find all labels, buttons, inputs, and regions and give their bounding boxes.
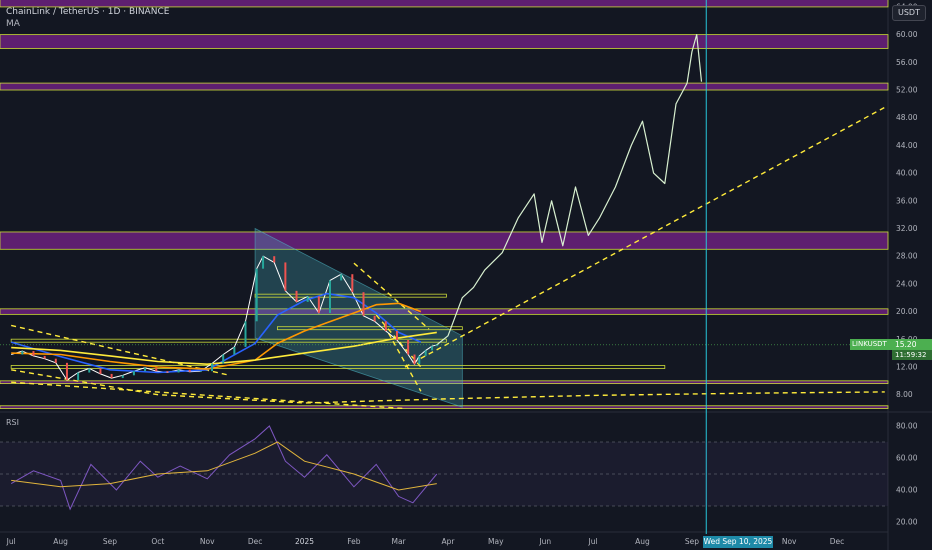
- time-axis-tick: Nov: [782, 537, 797, 546]
- price-axis-tick: 48.00: [896, 113, 918, 122]
- price-axis-tick: 32.00: [896, 224, 918, 233]
- time-axis-tick: Feb: [347, 537, 361, 546]
- rsi-pane-label[interactable]: RSI: [6, 418, 19, 427]
- time-axis-tick: Nov: [200, 537, 215, 546]
- price-tag-value: 15.20: [892, 339, 932, 350]
- time-axis-tick: Apr: [441, 537, 455, 546]
- price-axis-tick: 28.00: [896, 252, 918, 261]
- level-line-2: [10, 338, 447, 343]
- trendline-1: [11, 324, 230, 376]
- moving-average-mid: [11, 302, 422, 370]
- time-axis-tick: Sep: [103, 537, 117, 546]
- rsi-axis-tick: 20.00: [896, 518, 918, 527]
- price-axis-tick: 40.00: [896, 169, 918, 178]
- resistance-zone-6: [0, 405, 889, 409]
- moving-average-fast: [10, 292, 422, 374]
- indicator-label-ma[interactable]: MA: [6, 19, 20, 29]
- resistance-zone-1: [0, 34, 889, 49]
- crosshair-date-label: Wed Sep 10, 2025: [703, 536, 773, 548]
- rsi-axis-tick: 60.00: [896, 454, 918, 463]
- time-axis-tick: Mar: [391, 537, 406, 546]
- price-axis-tick: 8.00: [896, 390, 913, 399]
- price-tag-countdown: 11:59:32: [892, 350, 932, 360]
- long-term-trend-curve: [11, 369, 885, 404]
- resistance-zone-3: [0, 231, 889, 250]
- price-axis-tick: 12.00: [896, 362, 918, 371]
- price-axis-tick: 36.00: [896, 196, 918, 205]
- rsi-axis-tick: 80.00: [896, 422, 918, 431]
- time-axis-tick: 2025: [295, 537, 314, 546]
- trendline-3: [353, 262, 430, 330]
- price-axis-tick: 52.00: [896, 86, 918, 95]
- symbol-title[interactable]: ChainLink / TetherUS · 1D · BINANCE: [6, 7, 170, 17]
- trendline-2: [11, 381, 405, 410]
- price-tag-symbol: LINKUSDT: [850, 339, 892, 350]
- projection-path: [436, 34, 703, 346]
- price-series: [11, 255, 437, 381]
- level-line-1: [277, 326, 463, 331]
- time-axis-tick: Jul: [6, 537, 16, 546]
- price-axis-tick: 44.00: [896, 141, 918, 150]
- trendline-5: [383, 325, 422, 392]
- resistance-zone-5: [0, 380, 889, 385]
- price-axis-tick: 20.00: [896, 307, 918, 316]
- price-axis-tick: 60.00: [896, 30, 918, 39]
- time-axis-tick: Dec: [248, 537, 263, 546]
- moving-average-slow: [11, 331, 437, 365]
- descending-channel: [254, 227, 463, 408]
- time-axis-tick: Oct: [151, 537, 164, 546]
- trendline-0: [404, 106, 886, 368]
- resistance-zone-2: [0, 82, 889, 91]
- time-axis-tick: Aug: [53, 537, 68, 546]
- trendline-4: [375, 314, 422, 368]
- rsi-axis-tick: 40.00: [896, 486, 918, 495]
- currency-button[interactable]: USDT: [892, 5, 926, 21]
- price-axis-tick: 24.00: [896, 279, 918, 288]
- time-axis-tick: Aug: [635, 537, 650, 546]
- price-axis-tick: 56.00: [896, 58, 918, 67]
- resistance-zone-0: [0, 0, 889, 8]
- time-axis-tick: Jun: [538, 537, 551, 546]
- time-axis-tick: Sep: [685, 537, 699, 546]
- time-axis-tick: May: [488, 537, 504, 546]
- rsi-line: [10, 425, 438, 511]
- level-line-3: [10, 365, 666, 369]
- last-price-tag: LINKUSDT 15.20 11:59:32: [850, 339, 932, 363]
- time-axis-tick: Dec: [830, 537, 845, 546]
- resistance-zone-4: [0, 308, 889, 315]
- time-axis-tick: Jul: [588, 537, 598, 546]
- chart-header: ChainLink / TetherUS · 1D · BINANCE MA: [6, 6, 169, 30]
- rsi-moving-average: [11, 441, 437, 491]
